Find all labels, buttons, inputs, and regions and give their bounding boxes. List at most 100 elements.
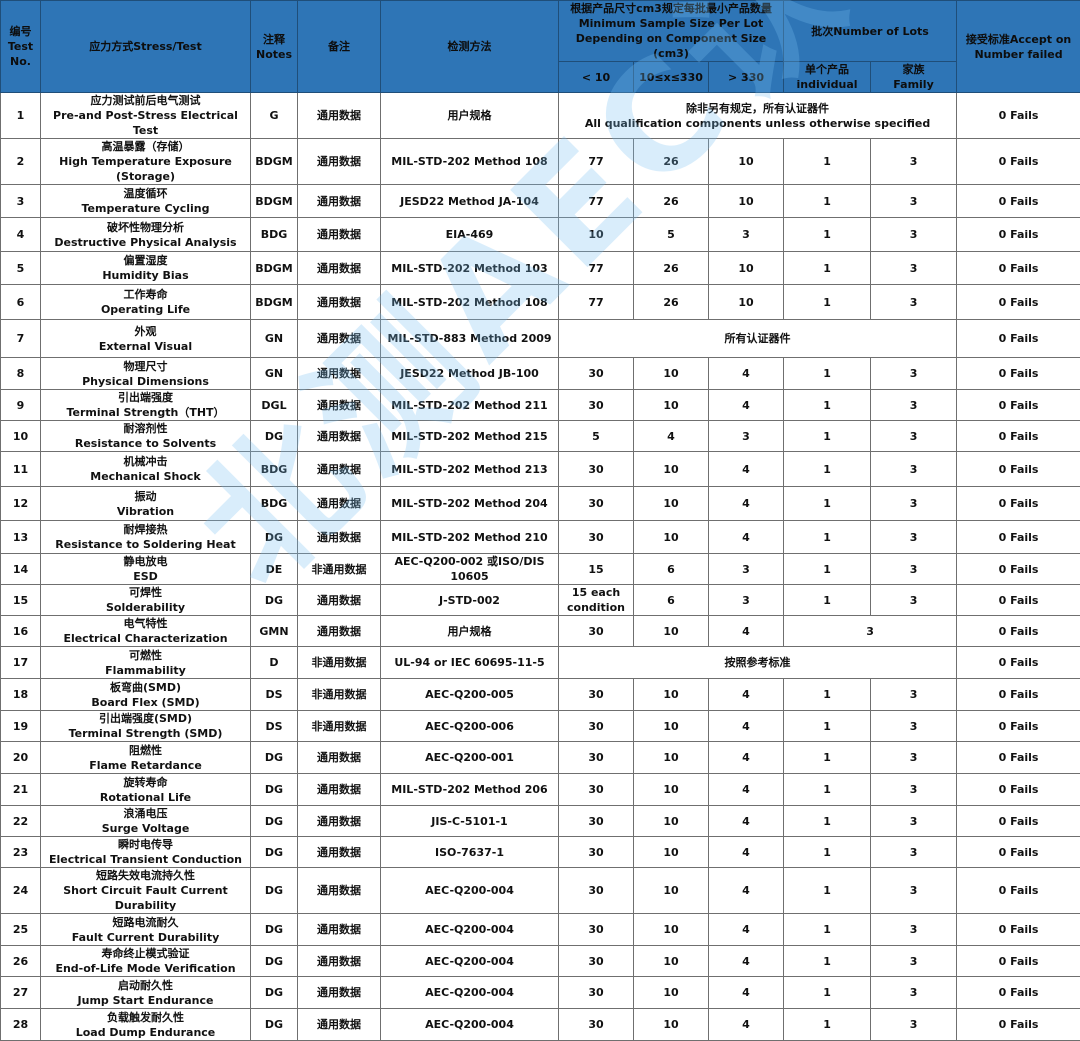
test-no-cell: 13	[1, 521, 41, 554]
sample-gt330-cell: 4	[709, 711, 784, 742]
sample-gt330-cell: 3	[709, 421, 784, 452]
lots-individual-cell: 1	[784, 218, 871, 252]
remark-cell: 非通用数据	[298, 679, 381, 711]
lots-individual-cell: 1	[784, 946, 871, 977]
test-method-cell: AEC-Q200-004	[381, 1009, 559, 1041]
accept-criteria-cell: 0 Fails	[957, 521, 1080, 554]
stress-test-en: Terminal Strength（THT）	[41, 405, 250, 420]
sample-mid-cell: 10	[634, 1009, 709, 1041]
stress-test-en: Flammability	[41, 663, 250, 678]
remark-cell: 通用数据	[298, 358, 381, 390]
accept-criteria-cell: 0 Fails	[957, 946, 1080, 977]
lots-individual-cell: 1	[784, 679, 871, 711]
accept-criteria-cell: 0 Fails	[957, 679, 1080, 711]
lots-family-cell: 3	[871, 285, 957, 320]
lots-family-cell: 3	[871, 139, 957, 185]
stress-test-cn: 启动耐久性	[41, 978, 250, 993]
test-no-cell: 15	[1, 585, 41, 616]
stress-test-cn: 外观	[41, 324, 250, 339]
sample-lt10-cell: 30	[559, 914, 634, 946]
stress-test-en: Humidity Bias	[41, 268, 250, 283]
stress-test-en: Terminal Strength (SMD)	[41, 726, 250, 741]
header-accept-criteria: 接受标准Accept on Number failed	[957, 1, 1080, 93]
test-no-cell: 25	[1, 914, 41, 946]
sample-mid-cell: 10	[634, 946, 709, 977]
sample-gt330-cell: 4	[709, 837, 784, 868]
notes-cell: DG	[251, 837, 298, 868]
sample-lt10-cell: 77	[559, 139, 634, 185]
notes-cell: DS	[251, 711, 298, 742]
stress-test-cn: 引出端强度(SMD)	[41, 711, 250, 726]
stress-test-en: External Visual	[41, 339, 250, 354]
sample-gt330-cell: 4	[709, 487, 784, 521]
sample-lt10-cell: 30	[559, 1009, 634, 1041]
stress-test-en: Resistance to Soldering Heat	[41, 537, 250, 552]
test-no-cell: 3	[1, 185, 41, 218]
sample-lt10-cell: 30	[559, 616, 634, 647]
test-no-cell: 24	[1, 868, 41, 914]
accept-criteria-cell: 0 Fails	[957, 1009, 1080, 1041]
test-no-cell: 6	[1, 285, 41, 320]
accept-criteria-cell: 0 Fails	[957, 452, 1080, 487]
header-test-method: 检测方法	[381, 1, 559, 93]
lots-family-cell: 3	[871, 711, 957, 742]
notes-cell: DGL	[251, 390, 298, 421]
sample-mid-cell: 10	[634, 679, 709, 711]
sample-mid-cell: 10	[634, 358, 709, 390]
sample-mid-cell: 10	[634, 390, 709, 421]
sample-lt10-cell: 30	[559, 946, 634, 977]
lots-family-cell: 3	[871, 1009, 957, 1041]
sample-lt10-cell: 77	[559, 185, 634, 218]
lots-family-cell: 3	[871, 774, 957, 806]
sample-lt10-cell: 30	[559, 358, 634, 390]
sample-gt330-cell: 4	[709, 774, 784, 806]
test-no-cell: 16	[1, 616, 41, 647]
stress-test-cn: 阻燃性	[41, 743, 250, 758]
sample-lots-merged-cell: 所有认证器件	[559, 320, 957, 358]
sample-gt330-cell: 4	[709, 521, 784, 554]
sample-mid-cell: 4	[634, 421, 709, 452]
notes-cell: BDG	[251, 452, 298, 487]
stress-test-cn: 可焊性	[41, 585, 250, 600]
lots-individual-cell: 1	[784, 452, 871, 487]
lots-family-cell: 3	[871, 521, 957, 554]
sample-mid-cell: 10	[634, 868, 709, 914]
sample-mid-cell: 10	[634, 711, 709, 742]
notes-cell: G	[251, 93, 298, 139]
sample-mid-cell: 6	[634, 585, 709, 616]
stress-test-en: Electrical Transient Conduction	[41, 852, 250, 867]
stress-test-en: Resistance to Solvents	[41, 436, 250, 451]
test-method-cell: JIS-C-5101-1	[381, 806, 559, 837]
lots-family-cell: 3	[871, 742, 957, 774]
test-no-cell: 21	[1, 774, 41, 806]
notes-cell: DG	[251, 1009, 298, 1041]
test-method-cell: AEC-Q200-004	[381, 946, 559, 977]
header-lots-individual: 单个产品 individual	[784, 62, 871, 93]
header-stress-test: 应力方式Stress/Test	[41, 1, 251, 93]
lots-individual-cell: 1	[784, 977, 871, 1009]
remark-cell: 通用数据	[298, 914, 381, 946]
remark-cell: 通用数据	[298, 837, 381, 868]
sample-lt10-cell: 30	[559, 806, 634, 837]
test-method-cell: MIL-STD-202 Method 210	[381, 521, 559, 554]
lots-family-cell: 3	[871, 218, 957, 252]
stress-test-cn: 负载触发耐久性	[41, 1010, 250, 1025]
test-no-cell: 28	[1, 1009, 41, 1041]
notes-cell: BDG	[251, 218, 298, 252]
test-method-cell: AEC-Q200-002 或ISO/DIS 10605	[381, 554, 559, 585]
